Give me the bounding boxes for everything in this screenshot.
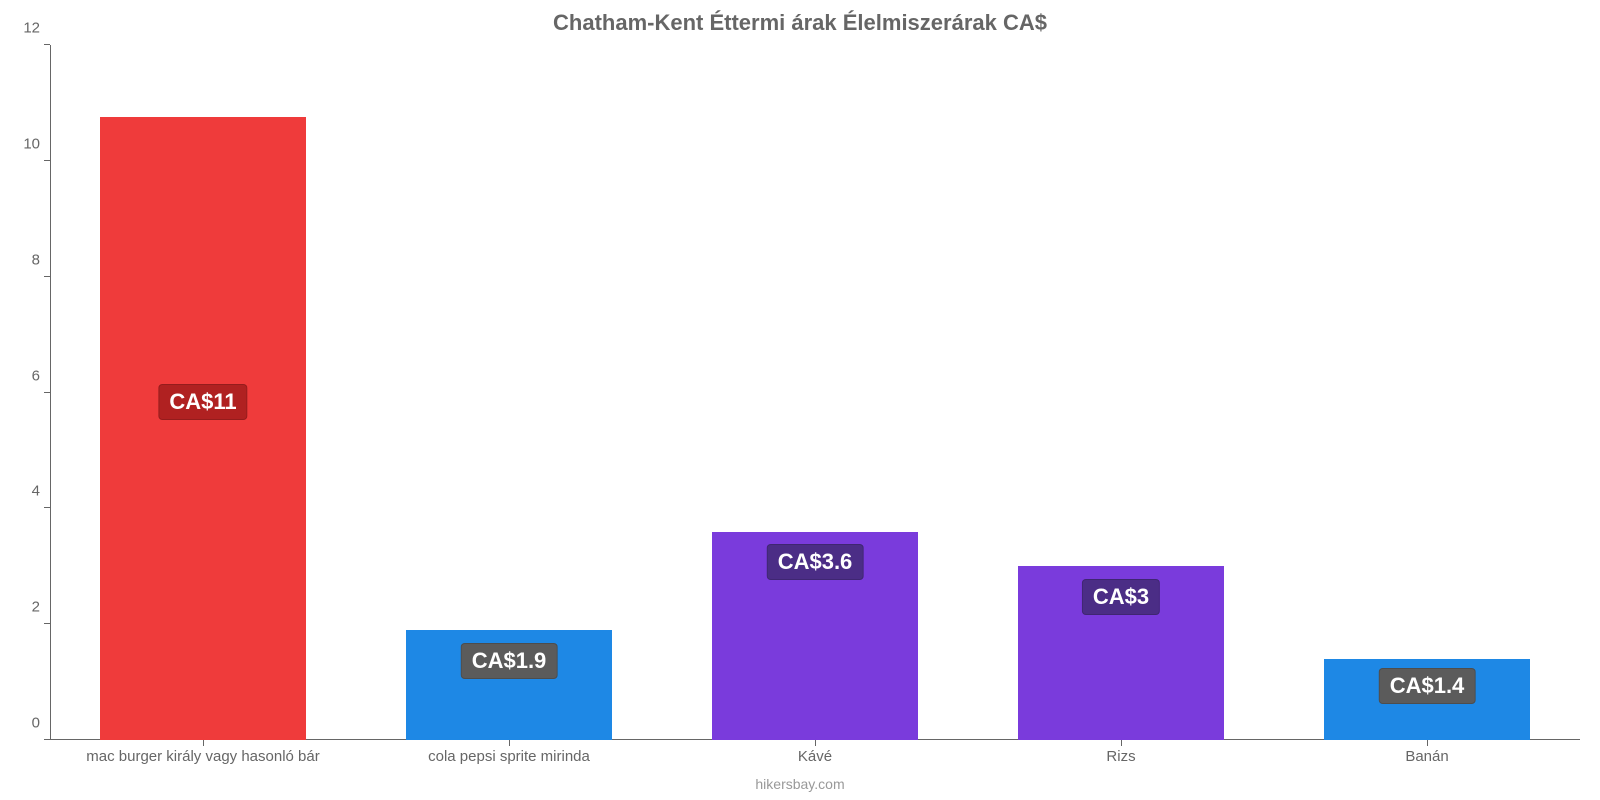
y-tick-mark (44, 44, 50, 45)
y-axis (50, 45, 51, 740)
bar (100, 117, 305, 740)
y-tick-mark (44, 739, 50, 740)
y-tick-label: 6 (32, 367, 50, 384)
x-tick-label: Banán (1405, 740, 1448, 765)
y-tick-label: 4 (32, 483, 50, 500)
y-tick-mark (44, 507, 50, 508)
x-tick-label: Rizs (1106, 740, 1135, 765)
bar-value-badge: CA$1.4 (1379, 668, 1476, 704)
bar-value-badge: CA$11 (158, 384, 247, 420)
y-tick-label: 2 (32, 599, 50, 616)
y-tick-mark (44, 276, 50, 277)
chart-title: Chatham-Kent Éttermi árak Élelmiszerárak… (0, 0, 1600, 36)
y-tick-label: 8 (32, 251, 50, 268)
bar-value-badge: CA$3 (1082, 579, 1160, 615)
y-tick-label: 10 (23, 135, 50, 152)
bar-value-badge: CA$3.6 (767, 544, 864, 580)
x-tick-label: mac burger király vagy hasonló bár (86, 740, 319, 765)
y-tick-mark (44, 392, 50, 393)
chart-plot-area: 024681012mac burger király vagy hasonló … (50, 45, 1580, 740)
attribution-text: hikersbay.com (0, 776, 1600, 792)
y-tick-mark (44, 160, 50, 161)
bar-value-badge: CA$1.9 (461, 643, 558, 679)
x-tick-label: Kávé (798, 740, 832, 765)
y-tick-label: 0 (32, 715, 50, 732)
y-tick-mark (44, 623, 50, 624)
y-tick-label: 12 (23, 20, 50, 37)
x-tick-label: cola pepsi sprite mirinda (428, 740, 590, 765)
